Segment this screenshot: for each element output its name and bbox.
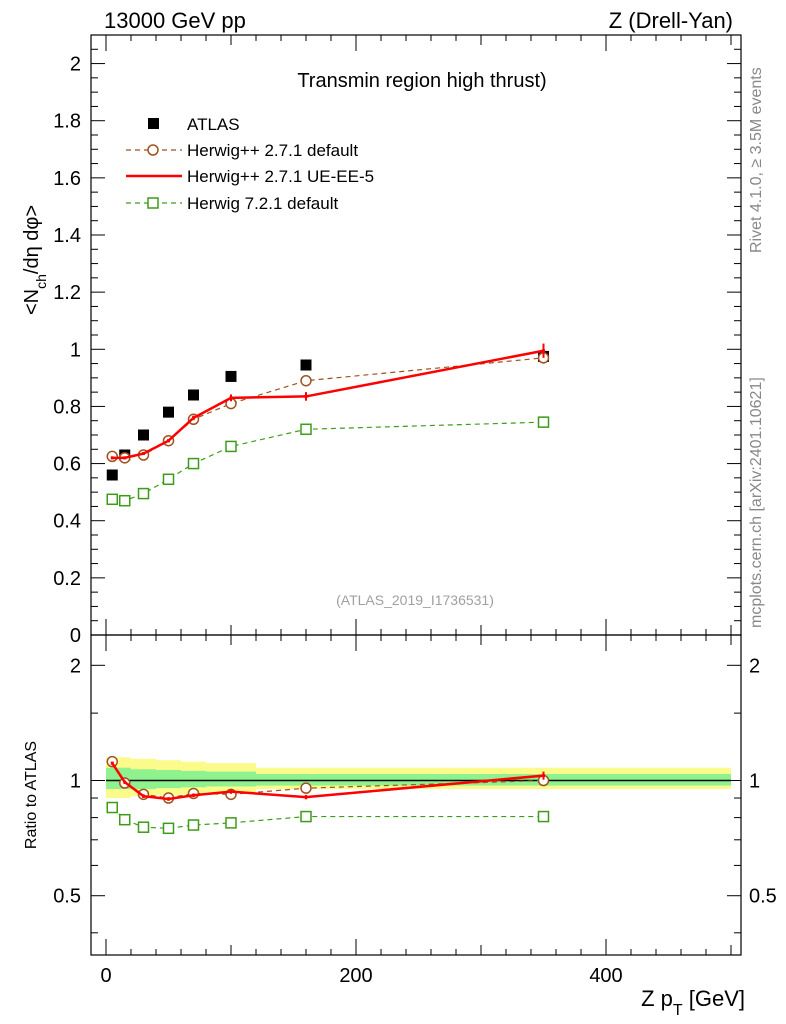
legend-atlas-label: ATLAS	[187, 115, 240, 134]
legend-label: Herwig 7.2.1 default	[187, 194, 338, 213]
ratio-herwig-ueee5-point	[123, 780, 127, 784]
ratio-herwig7-default-point	[119, 813, 131, 826]
herwig-ueee5-point	[304, 394, 308, 398]
legend-label: Herwig++ 2.7.1 default	[187, 141, 358, 160]
legend-label: Herwig++ 2.7.1 UE-EE-5	[187, 167, 374, 186]
herwig7-default-point	[162, 473, 175, 486]
ratio-y-tick-label-right: 1	[749, 771, 760, 793]
legend-marker	[147, 144, 159, 156]
atlas-data-point	[106, 469, 118, 481]
herwig-ueee5-point	[142, 452, 145, 456]
herwig7-default-point	[187, 457, 200, 470]
herwig-ueee5-point	[110, 456, 114, 460]
atlas-data-point	[163, 406, 174, 418]
x-tick-label: 400	[589, 965, 622, 987]
y-tick-label: 1.2	[53, 282, 81, 304]
herwig-ueee5-point	[192, 416, 195, 420]
ratio-herwig-default-point	[300, 782, 312, 794]
ratio-herwig-ueee5-point	[229, 790, 233, 794]
main-plot-area	[106, 343, 550, 507]
analysis-watermark: (ATLAS_2019_I1736531)	[336, 592, 494, 608]
ratio-y-axis-label: Ratio to ATLAS	[23, 741, 40, 849]
herwig7-default-point	[225, 440, 237, 453]
herwig7-default-point	[119, 494, 131, 507]
ratio-herwig-ueee5-point	[142, 794, 145, 798]
y-tick-label: 0.4	[53, 511, 81, 533]
atlas-data-point	[225, 370, 237, 382]
ratio-herwig-ueee5-line	[111, 762, 544, 801]
ratio-band-inner	[131, 769, 156, 790]
ratio-herwig7-default-point	[162, 822, 175, 835]
ratio-band-inner	[106, 767, 119, 790]
ratio-herwig7-default-point	[300, 810, 312, 823]
legend-atlas-marker	[148, 118, 159, 129]
ratio-band-inner	[156, 770, 181, 789]
ratio-panel: 0 200 400 0.5 0.5 1 1 2 2 Ratio to ATLAS Z pT [G…	[23, 634, 777, 1019]
ratio-y-tick-label: 0.5	[53, 886, 81, 908]
ratio-herwig-ueee5-point	[167, 797, 170, 801]
ratio-band-inner	[181, 770, 206, 788]
y-tick-label: 1.4	[53, 225, 81, 247]
herwig7-default-point	[537, 416, 550, 428]
herwig-default-line	[112, 357, 544, 459]
ratio-herwig-ueee5-point	[304, 795, 308, 799]
herwig-default-point	[300, 374, 312, 387]
x-tick-label: 0	[100, 965, 111, 987]
ratio-herwig7-default-point	[225, 817, 237, 829]
ratio-herwig7-default-point	[137, 821, 150, 833]
ratio-plot-area	[106, 755, 731, 835]
ratio-herwig-ueee5-point	[110, 761, 114, 765]
ratio-band-inner	[206, 771, 256, 787]
ratio-axes: 0 200 400 0.5 0.5 1 1 2 2	[53, 635, 777, 987]
ratio-y-tick-label-right: 2	[749, 655, 760, 677]
y-tick-label: 2	[70, 54, 81, 76]
herwig-ueee5-line	[112, 349, 544, 460]
y-tick-label: 1.6	[53, 168, 81, 190]
main-axes: 0 0.2 0.4 0.6 0.8 1 1.2 1.4 1.6 1.8 2	[53, 35, 741, 647]
y-tick-label: 1	[70, 339, 81, 361]
herwig7-default-point	[106, 493, 118, 506]
herwig-ueee5-point	[229, 396, 233, 400]
legend-marker	[147, 197, 159, 209]
ratio-y-tick-label: 2	[70, 655, 81, 677]
herwig7-default-point	[300, 423, 312, 436]
ratio-y-tick-label-right: 0.5	[749, 886, 777, 908]
herwig7-default-point	[137, 487, 150, 500]
y-tick-label: 0.6	[53, 454, 81, 476]
ratio-herwig7-default-point	[537, 810, 550, 823]
plot-title: Transmin region high thrust)	[297, 70, 546, 92]
herwig7-default-line	[112, 421, 544, 502]
rivet-version-label: Rivet 4.1.0, ≥ 3.5M events	[748, 67, 765, 253]
herwig-ueee5-point	[167, 439, 170, 443]
ratio-frame	[90, 634, 742, 956]
x-axis-label: Z pT [GeV]	[641, 986, 745, 1019]
herwig-ueee5-point	[123, 456, 127, 460]
legend: ATLAS Herwig++ 2.7.1 default Herwig++ 2.7.…	[126, 115, 374, 213]
header-left: 13000 GeV pp	[104, 8, 246, 33]
y-tick-label: 1.8	[53, 111, 81, 133]
ratio-herwig7-default-point	[187, 819, 200, 831]
atlas-data-point	[300, 359, 312, 371]
y-tick-label: 0	[70, 625, 81, 647]
main-panel: 0 0.2 0.4 0.6 0.8 1 1.2 1.4 1.6 1.8 2 Transmin reg…	[21, 34, 742, 647]
ratio-herwig-ueee5-point	[192, 793, 195, 797]
header-right: Z (Drell-Yan)	[609, 8, 733, 33]
y-axis-label: <Nch/dη dφ>	[21, 205, 49, 315]
atlas-data-point	[138, 429, 149, 441]
y-tick-label: 0.2	[53, 568, 81, 590]
ratio-y-tick-label: 1	[70, 771, 81, 793]
x-tick-label: 200	[339, 965, 372, 987]
y-tick-label: 0.8	[53, 396, 81, 418]
mcplots-label: mcplots.cern.ch [arXiv:2401.10621]	[748, 377, 765, 628]
ratio-herwig7-default-point	[106, 801, 118, 814]
ratio-herwig7-default-line	[111, 807, 544, 829]
herwig-ueee5-point	[542, 349, 545, 353]
ratio-herwig-ueee5-point	[542, 774, 545, 778]
atlas-data-point	[188, 389, 199, 401]
